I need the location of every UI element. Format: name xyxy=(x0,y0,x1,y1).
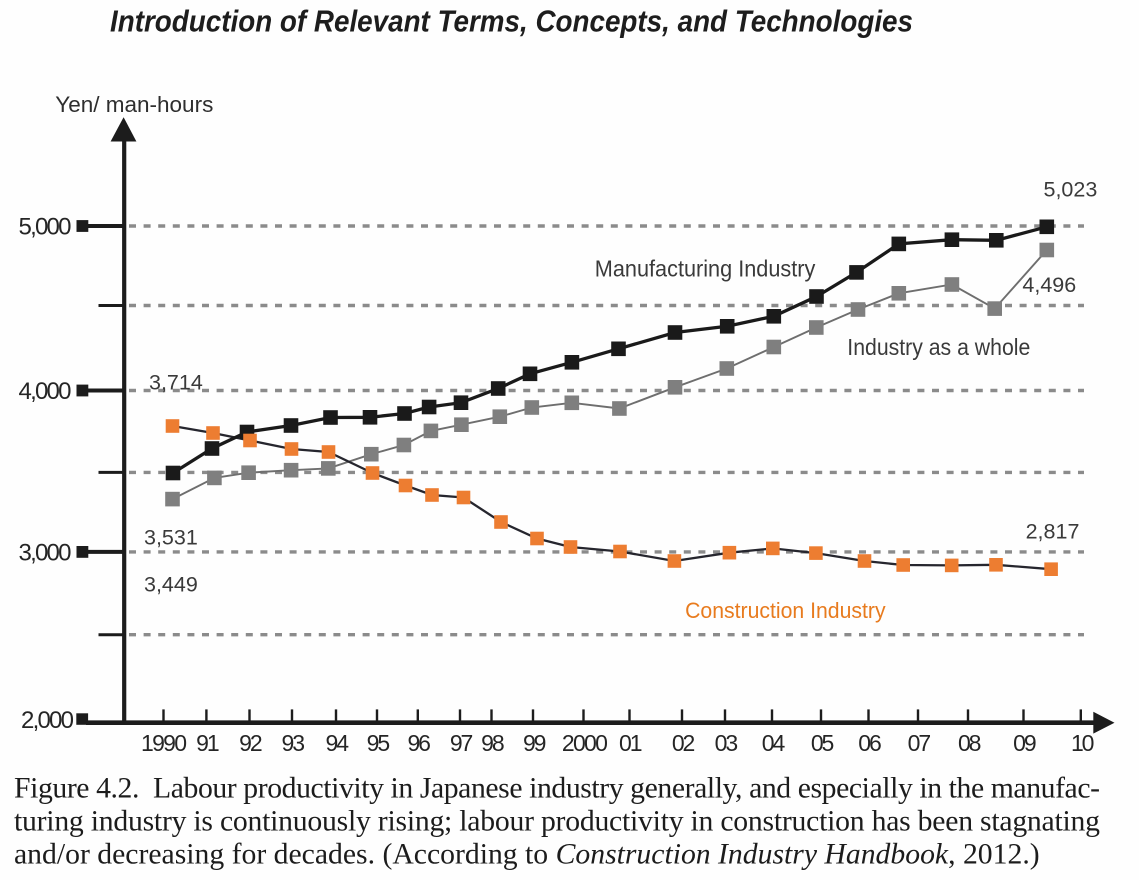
svg-text:4,000: 4,000 xyxy=(19,378,72,405)
svg-text:92: 92 xyxy=(239,730,263,756)
svg-text:Figure 4.2. Labour productivi: Figure 4.2. Labour productivity in Japan… xyxy=(14,773,1100,805)
svg-text:3,449: 3,449 xyxy=(144,573,198,597)
svg-text:08: 08 xyxy=(958,730,982,756)
svg-text:3,000: 3,000 xyxy=(19,540,72,567)
svg-text:2,000: 2,000 xyxy=(21,707,74,734)
svg-text:09: 09 xyxy=(1013,730,1037,756)
svg-text:Introduction of Relevant Terms: Introduction of Relevant Terms, Concepts… xyxy=(110,4,913,39)
svg-text:95: 95 xyxy=(367,730,391,756)
svg-text:94: 94 xyxy=(326,730,350,756)
svg-text:97: 97 xyxy=(450,730,474,756)
svg-text:4,496: 4,496 xyxy=(1022,273,1076,297)
svg-text:and/or decreasing for decades.: and/or decreasing for decades. (Accordin… xyxy=(14,839,1040,871)
svg-text:2000: 2000 xyxy=(562,730,608,756)
svg-text:Yen/ man-hours: Yen/ man-hours xyxy=(55,92,213,117)
svg-text:07: 07 xyxy=(908,730,932,756)
svg-text:Construction Industry: Construction Industry xyxy=(685,598,886,623)
svg-text:02: 02 xyxy=(672,730,696,756)
svg-text:93: 93 xyxy=(282,730,306,756)
svg-text:3,714: 3,714 xyxy=(149,371,203,395)
svg-text:1990: 1990 xyxy=(141,730,187,756)
svg-text:3,531: 3,531 xyxy=(144,526,198,550)
svg-text:03: 03 xyxy=(715,730,739,756)
svg-text:91: 91 xyxy=(196,730,220,756)
svg-text:5,000: 5,000 xyxy=(19,214,72,241)
svg-text:Manufacturing Industry: Manufacturing Industry xyxy=(595,255,816,281)
svg-text:06: 06 xyxy=(858,730,882,756)
svg-text:96: 96 xyxy=(407,730,431,756)
svg-text:04: 04 xyxy=(762,730,786,756)
svg-text:98: 98 xyxy=(481,730,505,756)
svg-text:05: 05 xyxy=(811,730,835,756)
svg-text:99: 99 xyxy=(523,730,547,756)
svg-text:01: 01 xyxy=(619,730,643,756)
svg-text:turing industry is continuousl: turing industry is continuously rising; … xyxy=(14,806,1100,838)
svg-text:2,817: 2,817 xyxy=(1026,520,1080,544)
svg-text:Industry as a whole: Industry as a whole xyxy=(847,334,1030,360)
svg-text:5,023: 5,023 xyxy=(1044,178,1098,202)
svg-text:10: 10 xyxy=(1071,730,1095,756)
